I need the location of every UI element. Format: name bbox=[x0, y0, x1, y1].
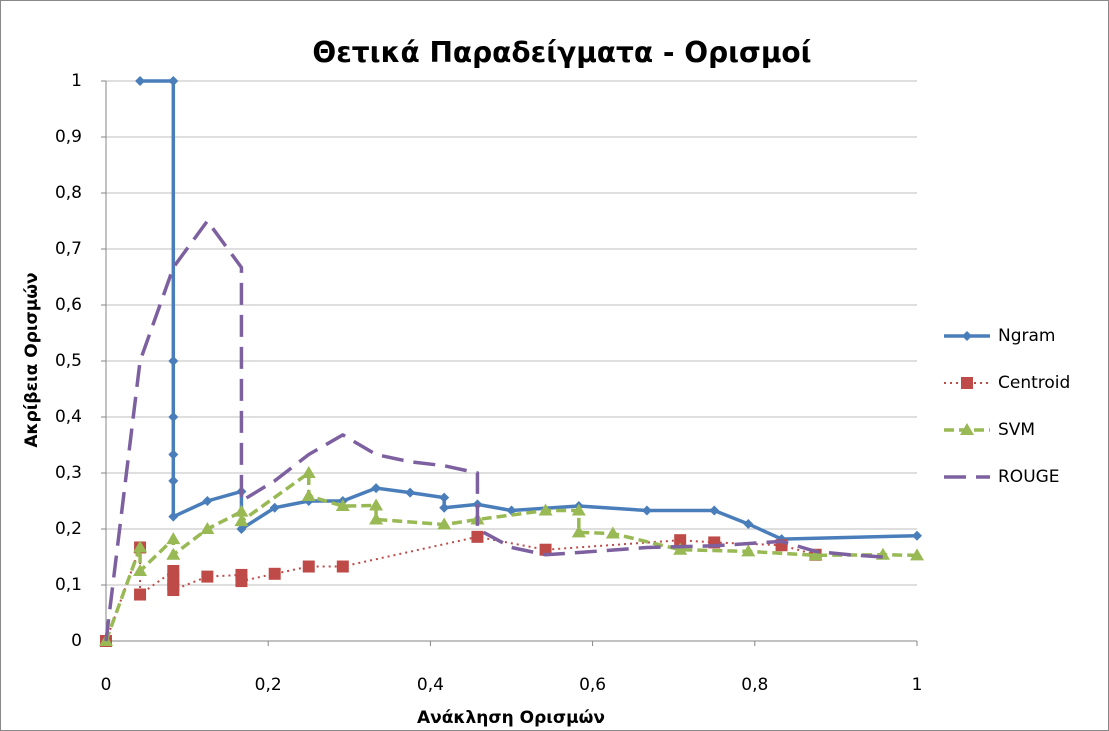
data-point bbox=[301, 488, 316, 501]
legend-label: SVM bbox=[998, 420, 1035, 440]
y-tick-label: 0,6 bbox=[55, 295, 82, 315]
legend-marker bbox=[961, 377, 973, 389]
y-axis-title: Ακρίβεια Ορισμών bbox=[22, 272, 42, 447]
data-point bbox=[371, 483, 382, 494]
data-point bbox=[539, 543, 552, 556]
data-point bbox=[912, 530, 922, 541]
data-point bbox=[168, 511, 179, 522]
data-point bbox=[439, 502, 450, 513]
data-point bbox=[134, 588, 147, 601]
data-point bbox=[167, 584, 180, 597]
data-point bbox=[471, 530, 484, 543]
data-point bbox=[506, 505, 517, 516]
data-point bbox=[236, 524, 247, 534]
data-point bbox=[405, 487, 416, 498]
y-tick-label: 0 bbox=[71, 631, 82, 651]
data-point bbox=[571, 503, 586, 516]
data-point bbox=[673, 542, 688, 555]
data-point bbox=[133, 564, 148, 576]
x-tick-label: 0,8 bbox=[741, 675, 768, 695]
data-point bbox=[268, 567, 281, 580]
y-tick-label: 0,7 bbox=[55, 239, 82, 259]
data-point bbox=[369, 498, 384, 511]
legend-label: ROUGE bbox=[998, 467, 1060, 487]
data-point bbox=[202, 496, 213, 506]
legend-label: Ngram bbox=[998, 326, 1055, 346]
data-point bbox=[135, 76, 146, 86]
data-point bbox=[335, 499, 350, 512]
legend-marker bbox=[960, 423, 974, 435]
legend-marker bbox=[962, 331, 972, 341]
data-point bbox=[437, 517, 452, 530]
y-tick-label: 0,5 bbox=[55, 351, 82, 371]
x-tick-label: 0,4 bbox=[417, 675, 444, 695]
data-point bbox=[168, 412, 179, 422]
y-tick-label: 0,8 bbox=[55, 183, 82, 203]
data-point bbox=[234, 504, 249, 517]
series-line bbox=[104, 219, 884, 642]
data-point bbox=[200, 522, 215, 534]
y-tick-label: 0,2 bbox=[55, 519, 82, 539]
data-point bbox=[674, 534, 687, 547]
data-point bbox=[301, 466, 316, 478]
data-point bbox=[133, 540, 148, 553]
y-tick-label: 0,9 bbox=[55, 127, 82, 147]
data-point bbox=[910, 548, 924, 561]
y-tick-label: 0,4 bbox=[55, 407, 82, 427]
x-tick-label: 0 bbox=[101, 675, 112, 695]
data-point bbox=[234, 514, 249, 527]
data-point bbox=[741, 544, 756, 557]
y-tick-label: 0,1 bbox=[55, 575, 82, 595]
chart-title: Θετικά Παραδείγματα - Ορισμοί bbox=[312, 36, 811, 69]
data-point bbox=[709, 505, 720, 516]
data-point bbox=[571, 525, 586, 538]
y-tick-label: 1 bbox=[71, 71, 82, 91]
data-point bbox=[605, 526, 620, 539]
data-point bbox=[235, 575, 248, 588]
data-point bbox=[538, 503, 553, 516]
data-point bbox=[369, 512, 384, 525]
data-point bbox=[439, 492, 450, 503]
x-tick-label: 0,6 bbox=[579, 675, 606, 695]
data-point bbox=[269, 502, 280, 513]
data-point bbox=[168, 475, 179, 486]
data-point bbox=[168, 356, 179, 366]
y-tick-label: 0,3 bbox=[55, 463, 82, 483]
data-point bbox=[168, 449, 179, 460]
x-axis-title: Ανάκληση Ορισμών bbox=[417, 708, 605, 728]
data-point bbox=[166, 547, 181, 560]
data-point bbox=[743, 518, 754, 529]
data-point bbox=[302, 560, 315, 573]
data-point bbox=[641, 505, 652, 516]
legend-label: Centroid bbox=[998, 373, 1070, 393]
x-tick-label: 0,2 bbox=[255, 675, 282, 695]
data-point bbox=[808, 548, 823, 561]
data-point bbox=[336, 560, 349, 573]
x-tick-label: 1 bbox=[912, 675, 923, 695]
data-point bbox=[168, 76, 179, 86]
data-point bbox=[201, 570, 214, 583]
data-point bbox=[166, 532, 181, 545]
